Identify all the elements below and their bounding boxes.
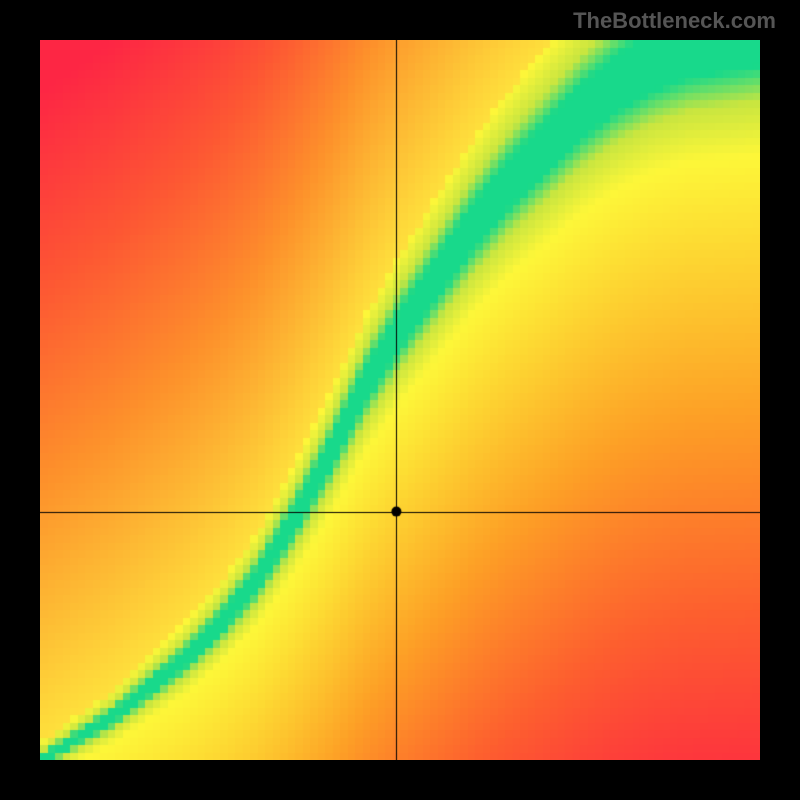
bottleneck-heatmap — [40, 40, 760, 760]
attribution-text: TheBottleneck.com — [573, 8, 776, 34]
